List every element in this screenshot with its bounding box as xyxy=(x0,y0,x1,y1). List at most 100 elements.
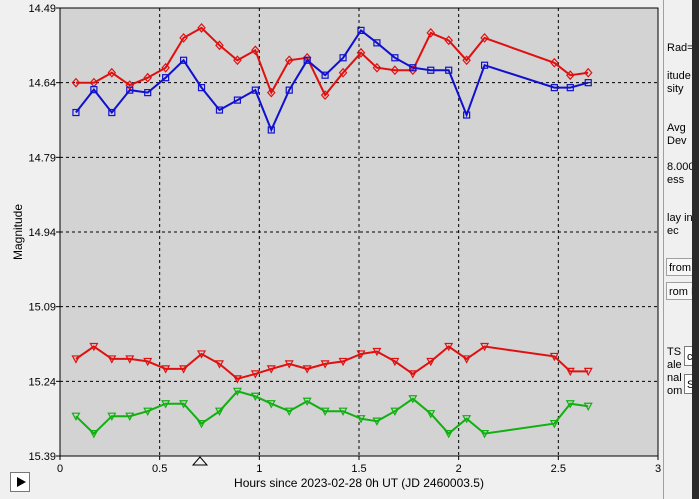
time-marker-triangle[interactable] xyxy=(191,456,209,466)
series-2 xyxy=(71,342,593,384)
data-point xyxy=(233,55,242,66)
data-point xyxy=(462,415,472,424)
data-point xyxy=(143,407,153,416)
x-axis: 0 0.5 1 1.5 2 2.5 3 xyxy=(57,456,661,475)
data-point xyxy=(408,395,418,404)
data-point xyxy=(356,350,366,359)
y-tick-label: 15.09 xyxy=(28,302,56,314)
data-point xyxy=(179,32,188,43)
side-text-nal: nal xyxy=(667,372,682,384)
data-point xyxy=(162,74,170,82)
side-text-dev: Dev xyxy=(667,135,687,147)
data-point xyxy=(339,54,347,62)
x-tick-label: 0 xyxy=(57,463,63,475)
data-point xyxy=(565,367,575,377)
data-point xyxy=(161,400,171,409)
data-point xyxy=(462,55,471,66)
x-tick-label: 2.5 xyxy=(551,463,566,475)
data-point xyxy=(71,412,81,421)
data-point xyxy=(108,108,116,117)
data-point xyxy=(480,430,490,439)
series-line xyxy=(75,28,589,133)
y-tick-label: 14.79 xyxy=(28,152,56,164)
data-point xyxy=(320,90,330,101)
x-tick-label: 1 xyxy=(256,463,262,475)
series-layer xyxy=(71,22,593,439)
data-point xyxy=(232,387,242,397)
y-tick-label: 15.24 xyxy=(28,376,56,388)
data-point xyxy=(284,360,294,369)
y-tick-label: 15.39 xyxy=(28,451,56,463)
side-text-ts: TS xyxy=(667,346,682,358)
data-point xyxy=(338,407,348,416)
data-point xyxy=(480,32,489,43)
data-point xyxy=(285,86,293,94)
data-point xyxy=(179,56,188,64)
data-point xyxy=(72,108,80,117)
data-point xyxy=(107,355,117,364)
data-point xyxy=(320,360,330,369)
data-point xyxy=(565,70,575,81)
side-button-from-fits[interactable]: rom FIT xyxy=(666,282,699,300)
data-point xyxy=(233,96,242,104)
data-point xyxy=(390,407,400,416)
data-point xyxy=(480,61,489,69)
data-point xyxy=(426,27,436,38)
data-point xyxy=(391,54,399,62)
data-point xyxy=(583,367,593,377)
data-point xyxy=(584,79,592,87)
data-point xyxy=(583,67,593,78)
data-point xyxy=(250,370,260,379)
data-point xyxy=(444,342,454,352)
data-point xyxy=(125,412,135,421)
data-point xyxy=(107,412,117,421)
data-point xyxy=(71,77,81,88)
data-point xyxy=(126,86,134,94)
series-line xyxy=(75,345,589,380)
data-point xyxy=(372,347,382,357)
data-point xyxy=(89,342,99,352)
data-point xyxy=(144,89,152,97)
side-text-om: om xyxy=(667,385,683,397)
side-button-from-image[interactable]: from in xyxy=(666,258,699,276)
data-point xyxy=(302,397,312,407)
side-text-magnitude: itude xyxy=(667,70,691,82)
data-point xyxy=(372,417,382,426)
data-point xyxy=(197,22,206,33)
data-point xyxy=(444,430,454,439)
series-3 xyxy=(71,387,593,439)
data-point xyxy=(266,400,276,409)
data-point xyxy=(143,72,153,83)
y-axis-title: Magnitude xyxy=(11,204,25,260)
series-1 xyxy=(72,26,592,134)
side-text-rad: Rad= 8 xyxy=(667,42,699,54)
play-button[interactable] xyxy=(10,472,30,492)
data-point xyxy=(426,357,436,367)
data-point xyxy=(550,57,559,68)
data-point xyxy=(390,357,400,367)
data-point xyxy=(197,350,207,359)
data-point xyxy=(372,62,382,73)
data-point xyxy=(71,355,81,364)
data-point xyxy=(143,357,153,367)
x-tick-label: 1.5 xyxy=(351,463,366,475)
data-point xyxy=(284,407,294,416)
data-point xyxy=(179,400,189,409)
data-point xyxy=(408,370,418,379)
data-point xyxy=(583,402,593,411)
side-text-intensity: sity xyxy=(667,83,684,95)
x-tick-label: 2 xyxy=(456,463,462,475)
data-point xyxy=(356,47,366,58)
data-point xyxy=(214,407,224,416)
data-point xyxy=(462,355,472,364)
side-text-delay: lay in xyxy=(667,212,693,224)
data-point xyxy=(426,410,436,419)
data-point xyxy=(90,86,98,94)
x-axis-title: Hours since 2023-02-28 0h UT (JD 2460003… xyxy=(234,476,484,490)
y-axis: 14.49 14.64 14.79 14.94 15.09 15.24 15.39 xyxy=(28,3,60,463)
x-tick-label: 0.5 xyxy=(152,463,167,475)
data-point xyxy=(197,420,207,429)
data-point xyxy=(427,66,435,74)
data-point xyxy=(161,365,171,374)
data-point xyxy=(338,67,348,78)
